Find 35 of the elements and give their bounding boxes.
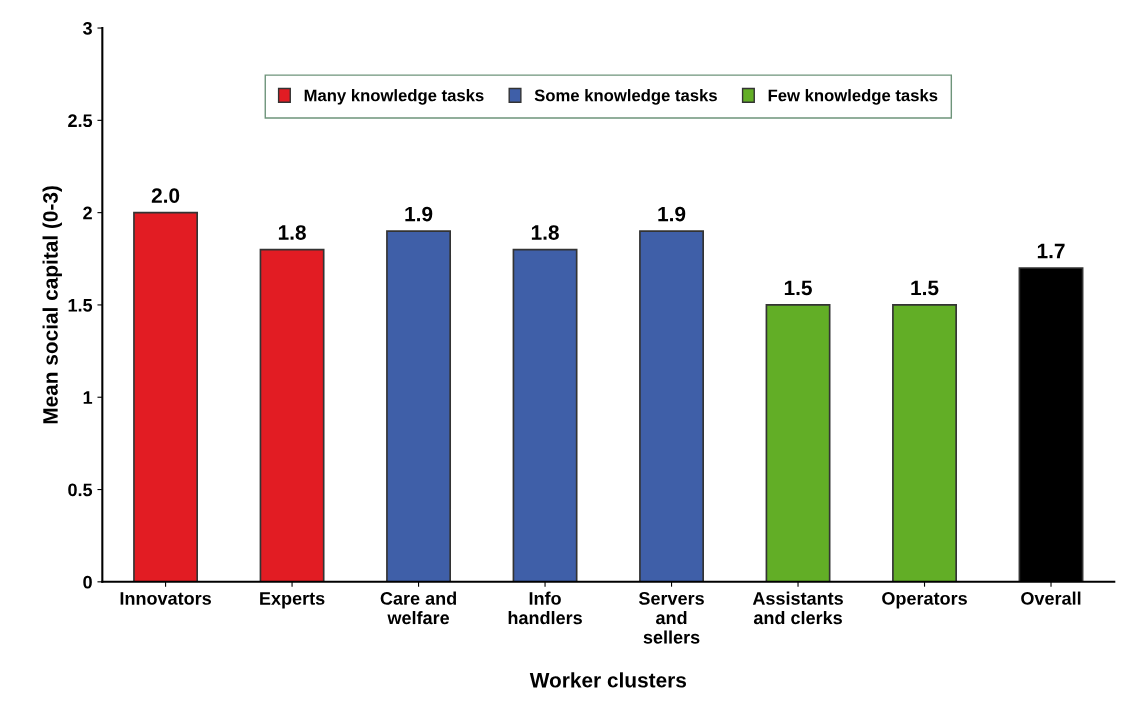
bar (386, 230, 452, 582)
data-label: 2.0 (151, 188, 180, 203)
data-label: 1.9 (405, 206, 433, 222)
y-axis-title: Mean social capital (0-3) (42, 186, 62, 424)
bar (512, 248, 578, 582)
x-tick-label: Innovators (120, 592, 211, 605)
legend-label: Few knowledge tasks (768, 89, 938, 105)
bar (639, 230, 704, 582)
x-axis-title: Worker clusters (529, 672, 686, 688)
y-tick-label: 3 (82, 21, 92, 35)
y-tick-label: 1.5 (68, 299, 93, 312)
y-tick-label: 2.5 (68, 114, 93, 128)
bar (892, 304, 957, 582)
data-label: 1.5 (784, 280, 812, 296)
x-tick-label: Assistants and clerks (752, 591, 843, 625)
data-label: 1.5 (911, 280, 939, 296)
x-tick-label: Care and welfare (380, 591, 456, 625)
x-tick-label: Info handlers (508, 591, 582, 625)
data-label: 1.8 (278, 225, 306, 240)
x-tick-label: Experts (260, 592, 325, 609)
data-label: 1.9 (658, 206, 686, 222)
legend-label: Many knowledge tasks (304, 89, 484, 105)
x-tick-label: Servers and sellers (638, 592, 704, 644)
bar (765, 304, 831, 582)
bar (133, 211, 199, 582)
x-tick-label: Overall (1021, 591, 1081, 605)
y-tick-label: 2 (83, 206, 92, 220)
bar (259, 248, 325, 582)
y-tick-label: 0 (83, 575, 92, 589)
legend-label: Some knowledge tasks (534, 89, 717, 105)
data-label: 1.7 (1037, 243, 1065, 259)
y-tick-label: 0.5 (68, 483, 93, 497)
x-tick-label: Operators (882, 592, 967, 609)
data-label: 1.8 (531, 225, 559, 240)
y-tick-label: 1 (83, 391, 93, 404)
